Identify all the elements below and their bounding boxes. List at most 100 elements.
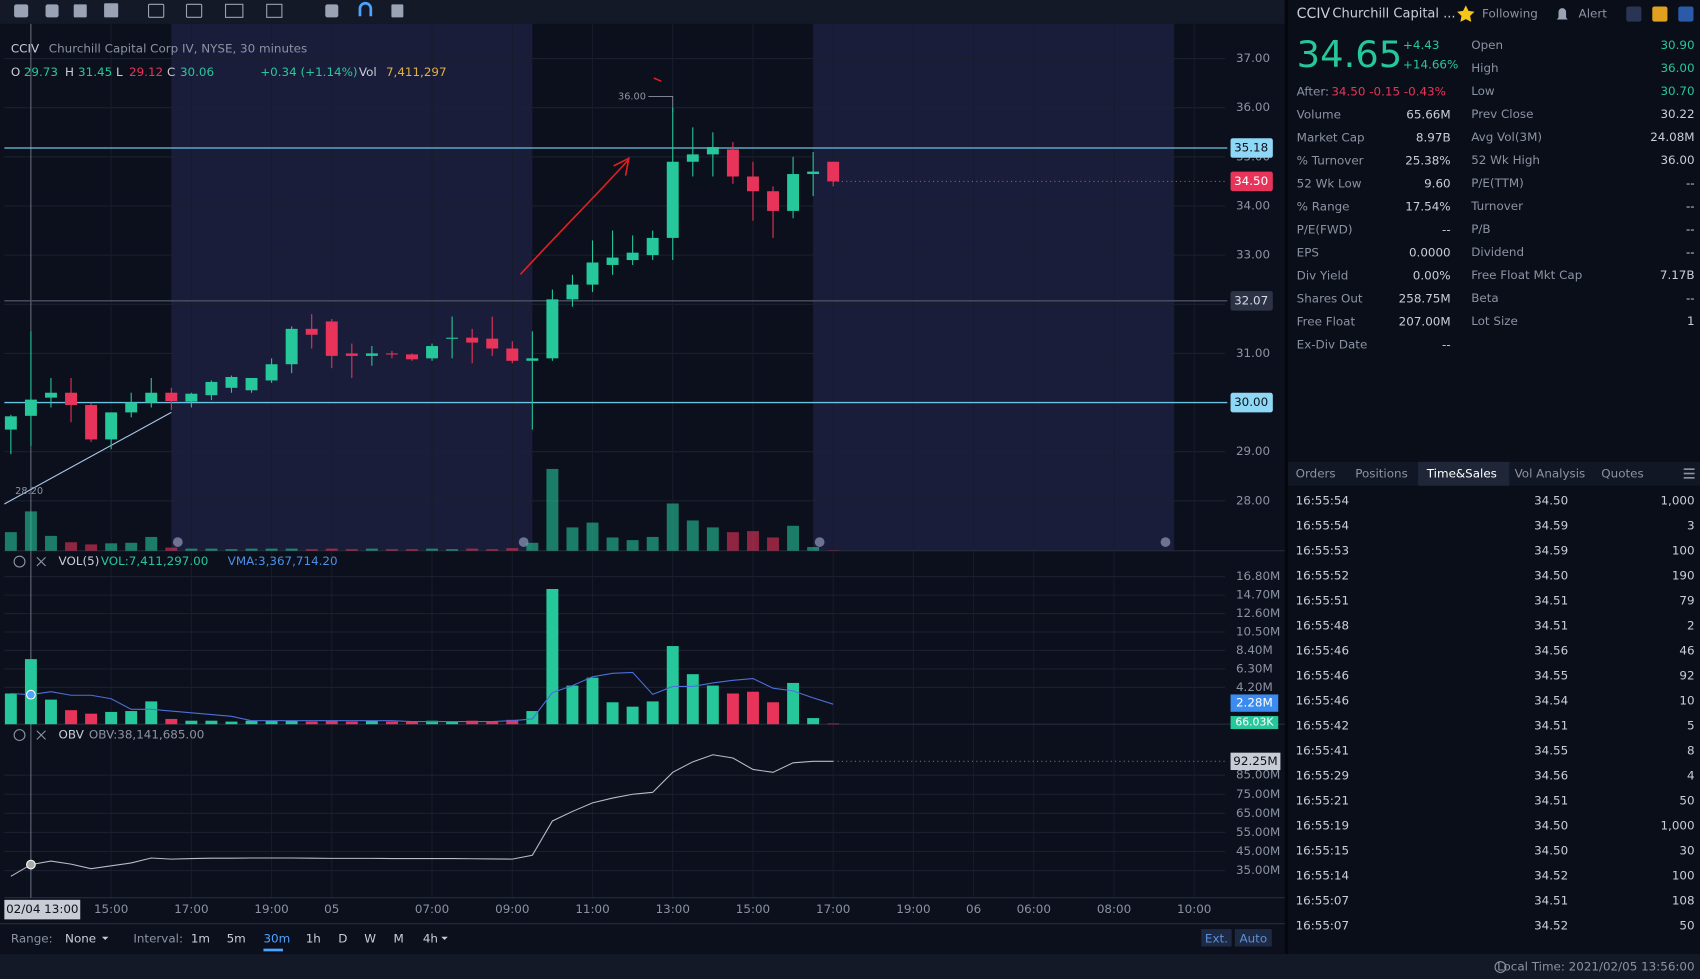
interval-button[interactable]: 1h: [306, 931, 321, 945]
stat-label: P/E(FWD): [1297, 222, 1353, 236]
interval-button[interactable]: 1m: [191, 931, 210, 945]
settings-icon[interactable]: [13, 729, 26, 742]
icon[interactable]: [104, 3, 119, 18]
close-icon[interactable]: [36, 556, 46, 567]
x-tick-label: 15:00: [94, 902, 128, 916]
trade-size: 92: [1679, 668, 1694, 682]
icon[interactable]: [1652, 6, 1668, 22]
icon[interactable]: [325, 4, 339, 18]
following[interactable]: Following: [1482, 7, 1538, 21]
menu-line[interactable]: [1683, 477, 1695, 479]
stat-value: 207.00M: [1399, 314, 1451, 328]
vol-title: VOL(5): [59, 554, 100, 568]
icon[interactable]: [1626, 6, 1642, 22]
volume-overlay-bar: [767, 537, 779, 551]
interval-button[interactable]: M: [394, 931, 404, 945]
icon[interactable]: [1678, 6, 1694, 22]
range-select[interactable]: None: [65, 931, 96, 945]
candle-body: [646, 237, 659, 256]
tab[interactable]: Quotes: [1601, 466, 1643, 480]
close-icon[interactable]: [36, 730, 46, 740]
level-tag: [1230, 392, 1273, 413]
x-tick-label: 06:00: [1017, 902, 1051, 916]
icon[interactable]: [358, 1, 373, 17]
trade-size: 100: [1672, 868, 1695, 882]
volume-bar: [325, 720, 338, 725]
obv-value: OBV:38,141,685.00: [89, 728, 204, 742]
stat-label: P/B: [1471, 222, 1490, 236]
candle-body: [586, 262, 599, 285]
toolbar-icons[interactable]: [14, 1, 404, 18]
trade-size: 79: [1679, 593, 1694, 607]
interval-underline: [263, 948, 283, 952]
volume-bar: [586, 677, 599, 725]
level-tag: [1230, 291, 1273, 311]
vol-tick-label: 8.40M: [1236, 643, 1273, 657]
tab[interactable]: Positions: [1355, 466, 1408, 480]
menu-line[interactable]: [1683, 468, 1695, 470]
tab-active[interactable]: [1418, 461, 1510, 486]
auto-button[interactable]: [1234, 929, 1272, 947]
volume-bar: [245, 720, 258, 725]
interval-button[interactable]: 30m: [263, 931, 290, 945]
trade-size: 1,000: [1660, 818, 1694, 832]
pane-icons[interactable]: [13, 555, 46, 742]
volume-overlay-bar: [85, 544, 98, 551]
refresh-icon[interactable]: [1494, 961, 1507, 974]
icon[interactable]: [391, 4, 404, 18]
after-label: After:: [1297, 85, 1329, 99]
candle-body: [365, 353, 378, 356]
icon[interactable]: [224, 3, 244, 18]
volume-overlay-bar: [345, 549, 358, 551]
star-icon[interactable]: [1457, 5, 1475, 22]
ext-label[interactable]: Ext.: [1205, 931, 1228, 945]
candle-body: [827, 161, 840, 182]
icon[interactable]: [148, 3, 165, 18]
tab[interactable]: Orders: [1296, 466, 1336, 480]
icon[interactable]: [14, 4, 29, 18]
candle-body: [205, 381, 218, 396]
volume-bar: [165, 718, 178, 725]
session-icon: [1160, 537, 1171, 547]
stat-label: Beta: [1471, 291, 1498, 305]
dropdown-icon[interactable]: [101, 936, 109, 940]
icon[interactable]: [266, 3, 283, 18]
dropdown-icon[interactable]: [441, 936, 448, 940]
interval-button[interactable]: 5m: [227, 931, 246, 945]
stat-value: 8.97B: [1416, 130, 1451, 144]
candle-body: [245, 377, 258, 391]
trade-price: 34.52: [1534, 868, 1568, 882]
interval-button[interactable]: D: [338, 931, 347, 945]
auto-label[interactable]: Auto: [1239, 931, 1267, 945]
tab[interactable]: Vol Analysis: [1515, 466, 1586, 480]
local-time: Local Time: 2021/02/05 13:56:00: [1497, 960, 1694, 974]
trade-time: 16:55:21: [1296, 793, 1349, 807]
volume-bar: [385, 721, 398, 725]
bell-icon[interactable]: [1556, 8, 1568, 20]
icon[interactable]: [73, 4, 87, 18]
ext-button[interactable]: [1201, 929, 1232, 947]
menu-line[interactable]: [1683, 472, 1695, 475]
level-tag-label: 30.00: [1234, 395, 1268, 409]
menu-icon[interactable]: [1683, 468, 1695, 479]
volume-overlay-bar: [45, 535, 57, 551]
volume-overlay-bar: [426, 548, 439, 551]
interval-button[interactable]: 4h: [423, 931, 438, 945]
trade-time: 16:55:46: [1296, 668, 1349, 682]
alert[interactable]: Alert: [1579, 7, 1608, 21]
volume-bar: [807, 718, 820, 725]
vol-tick-label: 6.30M: [1236, 661, 1273, 675]
stat-label: Low: [1471, 84, 1495, 98]
volume-bar: [265, 720, 278, 725]
trade-time: 16:55:29: [1296, 768, 1349, 782]
tab[interactable]: Time&Sales: [1426, 466, 1497, 480]
stat-label: High: [1471, 61, 1498, 75]
interval-button[interactable]: W: [364, 931, 376, 945]
icon[interactable]: [185, 3, 203, 18]
settings-icon[interactable]: [13, 555, 26, 568]
volume-overlay-bar: [285, 548, 298, 551]
icon[interactable]: [45, 4, 59, 18]
interval-label: Interval:: [133, 931, 183, 945]
volume-bar: [526, 711, 539, 725]
crosshair-dot: [26, 689, 36, 700]
